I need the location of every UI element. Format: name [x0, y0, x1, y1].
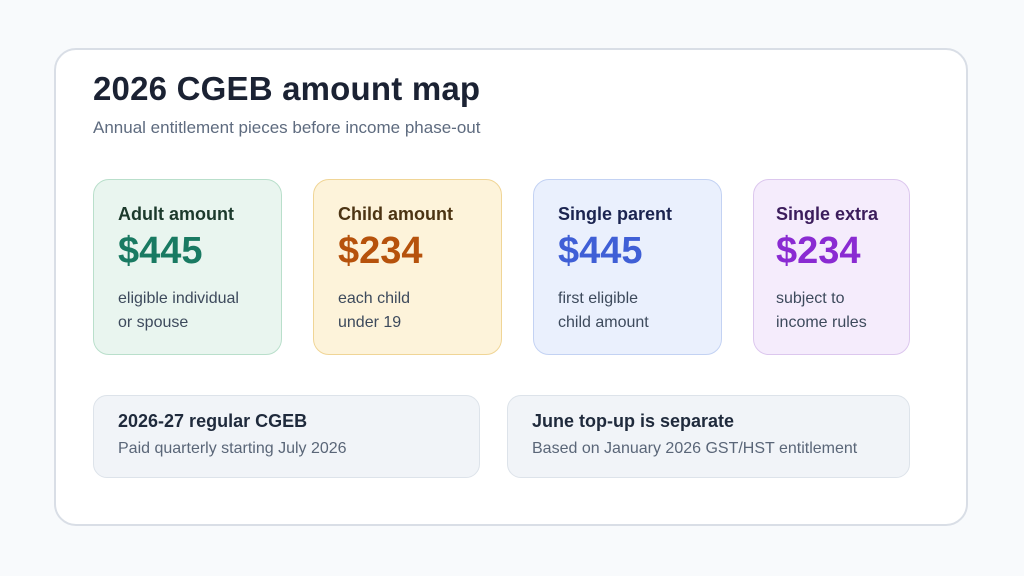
- card-amount: $445: [118, 230, 203, 272]
- card-description-line: subject to: [776, 289, 845, 307]
- card-child-amount: Child amount $234 each child under 19: [313, 179, 502, 355]
- card-description: eligible individual or spouse: [118, 287, 257, 335]
- card-title: Child amount: [338, 204, 453, 224]
- page-title: 2026 CGEB amount map: [93, 70, 481, 107]
- note-body: Paid quarterly starting July 2026: [118, 440, 347, 457]
- card-description-line: income rules: [776, 313, 867, 331]
- note-regular-cgeb: 2026-27 regular CGEB Paid quarterly star…: [93, 395, 480, 478]
- amount-map-panel: 2026 CGEB amount map Annual entitlement …: [54, 48, 968, 526]
- card-description: each child under 19: [338, 287, 477, 335]
- card-amount: $445: [558, 230, 643, 272]
- card-description-line: under 19: [338, 313, 402, 331]
- note-title: June top-up is separate: [532, 411, 735, 431]
- card-description-line: eligible individual: [118, 289, 239, 307]
- card-description: first eligible child amount: [558, 287, 697, 335]
- page-subtitle: Annual entitlement pieces before income …: [93, 118, 481, 137]
- card-title: Single parent: [558, 204, 673, 224]
- note-june-top-up: June top-up is separate Based on January…: [507, 395, 910, 478]
- note-body: Based on January 2026 GST/HST entitlemen…: [532, 440, 858, 457]
- card-description-line: or spouse: [118, 313, 189, 331]
- card-description-line: child amount: [558, 313, 649, 331]
- card-title: Adult amount: [118, 204, 234, 224]
- card-description: subject to income rules: [776, 287, 885, 335]
- card-title: Single extra: [776, 204, 879, 224]
- card-single-parent: Single parent $445 first eligible child …: [533, 179, 722, 355]
- card-amount: $234: [776, 230, 861, 272]
- card-amount: $234: [338, 230, 423, 272]
- note-title: 2026-27 regular CGEB: [118, 411, 308, 431]
- card-adult-amount: Adult amount $445 eligible individual or…: [93, 179, 282, 355]
- card-description-line: first eligible: [558, 289, 639, 307]
- card-single-extra: Single extra $234 subject to income rule…: [753, 179, 910, 355]
- card-description-line: each child: [338, 289, 411, 307]
